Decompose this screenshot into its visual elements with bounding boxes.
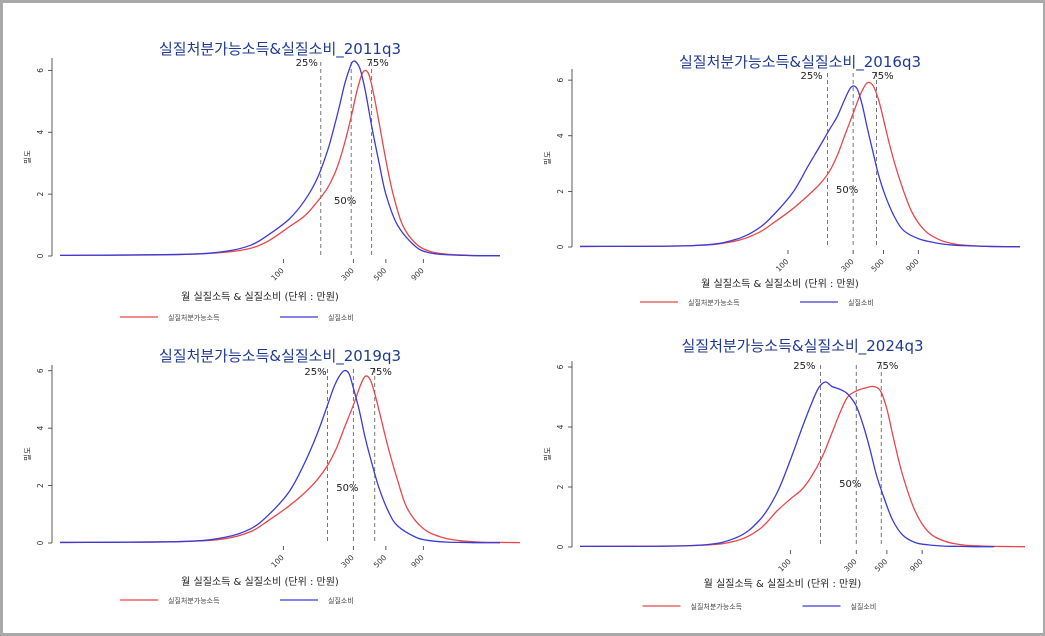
percentile-label: 50% (334, 196, 356, 207)
y-axis-label: 밀도 (23, 447, 32, 461)
legend-label: 실질처분가능소득 (168, 313, 220, 322)
y-tick-label: 6 (556, 364, 565, 369)
chart-svg: 실질처분가능소득&실질소비_2016q3 0 2 4 6 밀도 100 300 500 900 25… (543, 55, 1021, 307)
legend-label: 실질처분가능소득 (688, 298, 740, 307)
percentile-label: 25% (296, 58, 318, 69)
chart-panel-2011q3: 실질처분가능소득&실질소비_2011q3 0 2 4 6 밀도 100 300 500 900 25… (10, 38, 520, 328)
y-tick-label: 2 (36, 192, 45, 197)
y-tick-label: 4 (556, 133, 565, 138)
x-tick-label: 500 (869, 257, 886, 274)
chart-panel-2024q3: 실질처분가능소득&실질소비_2024q3 0 2 4 6 밀도 100 300 500 900 25… (535, 337, 1035, 623)
legend-label: 실질처분가능소득 (168, 596, 220, 605)
series-line-income (579, 81, 1021, 248)
x-tick-label: 500 (873, 557, 890, 574)
x-tick-label: 500 (372, 266, 389, 283)
chart-svg: 실질처분가능소득&실질소비_2024q3 0 2 4 6 밀도 100 300 500 900 25… (543, 337, 1026, 611)
series-line-income (579, 385, 1026, 548)
chart-svg: 실질처분가능소득&실질소비_2019q3 0 2 4 6 밀도 100 300 500 900 25… (23, 347, 520, 605)
x-tick-label: 900 (409, 266, 426, 283)
y-axis-label: 밀도 (543, 151, 552, 165)
y-tick-label: 4 (36, 426, 45, 431)
y-tick-label: 0 (36, 253, 45, 258)
y-tick-label: 2 (36, 483, 45, 488)
percentile-label: 75% (871, 71, 893, 82)
x-tick-label: 300 (842, 557, 859, 574)
y-tick-label: 6 (36, 68, 45, 73)
x-axis-label: 월 실질소득 & 실질소비 (단위 : 만원) (701, 277, 859, 290)
x-tick-label: 100 (774, 257, 791, 274)
series-line-consumption (59, 60, 501, 257)
percentile-label: 75% (876, 361, 898, 372)
y-tick-label: 4 (36, 130, 45, 135)
chart-panel-2016q3: 실질처분가능소득&실질소비_2016q3 0 2 4 6 밀도 100 300 500 900 25… (535, 55, 1035, 313)
series-line-consumption (579, 85, 1021, 248)
percentile-label: 50% (336, 483, 358, 494)
y-tick-label: 4 (556, 424, 565, 429)
y-tick-label: 2 (556, 484, 565, 489)
x-tick-label: 100 (269, 553, 286, 570)
percentile-label: 50% (836, 185, 858, 196)
chart-title: 실질처분가능소득&실질소비_2016q3 (679, 55, 921, 72)
percentile-label: 75% (370, 367, 392, 378)
x-tick-label: 100 (269, 266, 286, 283)
x-axis-label: 월 실질소득 & 실질소비 (단위 : 만원) (181, 290, 339, 303)
y-tick-label: 0 (556, 244, 565, 249)
legend-label: 실질소비 (328, 596, 354, 605)
y-axis-label: 밀도 (23, 150, 32, 164)
y-axis-label: 밀도 (543, 447, 552, 461)
x-tick-label: 500 (372, 553, 389, 570)
chart-title: 실질처분가능소득&실질소비_2019q3 (159, 347, 401, 366)
x-tick-label: 300 (839, 257, 856, 274)
series-line-income (59, 375, 520, 544)
x-tick-label: 900 (908, 557, 925, 574)
series-line-consumption (59, 369, 501, 544)
y-tick-label: 6 (36, 368, 45, 373)
x-axis-label: 월 실질소득 & 실질소비 (단위 : 만원) (704, 577, 862, 590)
x-tick-label: 300 (339, 266, 356, 283)
y-tick-label: 6 (556, 78, 565, 83)
x-tick-label: 100 (776, 557, 793, 574)
series-line-income (59, 69, 501, 257)
legend-label: 실질처분가능소득 (691, 602, 743, 611)
y-tick-label: 2 (556, 189, 565, 194)
legend-label: 실질소비 (328, 313, 354, 322)
chart-title: 실질처분가능소득&실질소비_2011q3 (159, 40, 401, 59)
chart-panel-2019q3: 실질처분가능소득&실질소비_2019q3 0 2 4 6 밀도 100 300 500 900 25… (10, 345, 520, 615)
x-tick-label: 300 (339, 553, 356, 570)
chart-svg: 실질처분가능소득&실질소비_2011q3 0 2 4 6 밀도 100 300 500 900 25… (23, 40, 501, 322)
x-tick-label: 900 (409, 553, 426, 570)
legend-label: 실질소비 (851, 602, 877, 611)
percentile-label: 50% (839, 479, 861, 490)
series-line-consumption (579, 381, 995, 548)
x-axis-label: 월 실질소득 & 실질소비 (단위 : 만원) (181, 575, 339, 588)
chart-title: 실질처분가능소득&실질소비_2024q3 (681, 337, 923, 356)
percentile-label: 75% (367, 58, 389, 69)
percentile-label: 25% (793, 361, 815, 372)
legend-label: 실질소비 (848, 298, 874, 307)
x-tick-label: 900 (904, 257, 921, 274)
percentile-label: 25% (800, 71, 822, 82)
percentile-label: 25% (304, 367, 326, 378)
y-tick-label: 0 (556, 544, 565, 549)
y-tick-label: 0 (36, 540, 45, 545)
